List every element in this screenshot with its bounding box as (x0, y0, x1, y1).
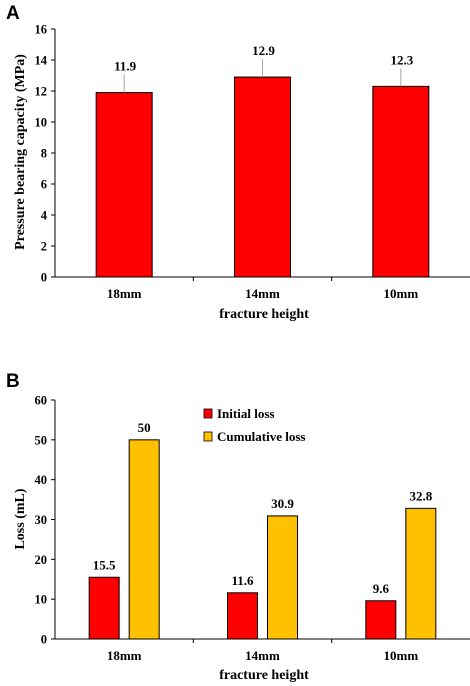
panel-b-data-labels: 15.5 50 11.6 30.9 9.6 32.8 (93, 420, 433, 596)
panel-b-bars (88, 439, 437, 640)
legend-swatch-initial (203, 408, 213, 419)
panel-b-y-tick-label: 40 (35, 473, 48, 487)
panel-b-data-label-initial: 15.5 (93, 557, 116, 572)
panel-a-label-leaders (123, 59, 402, 93)
panel-b-bar-initial (88, 576, 120, 640)
panel-b-y-tick-label: 30 (35, 513, 48, 527)
legend-swatch-cumulative (203, 431, 213, 442)
panel-a-y-tick-label: 10 (35, 116, 48, 130)
panel-a-x-ticks: 18mm 14mm 10mm (107, 277, 418, 301)
panel-a-category-label: 18mm (107, 286, 142, 301)
panel-a-y-tick-label: 4 (41, 209, 48, 223)
panel-b-x-axis-label: fracture height (219, 668, 309, 683)
panel-a-data-label: 12.3 (390, 52, 413, 67)
panel-a-data-labels: 11.9 12.9 12.3 (114, 43, 414, 74)
panel-b-bar-cumulative (267, 515, 298, 640)
panel-a-y-tick-label: 2 (41, 240, 47, 254)
panel-b-y-tick-label: 0 (41, 633, 47, 647)
panel-a-y-axis-label: Pressure bearing capacity (MPa) (13, 54, 28, 250)
panel-a-y-tick-label: 6 (41, 178, 47, 192)
panel-b-y-tick-label: 10 (35, 593, 48, 607)
panel-a-y-tick-label: 0 (41, 271, 47, 285)
panel-b-x-ticks: 18mm 14mm 10mm (107, 639, 418, 663)
panel-a-chart: A 0 2 4 6 8 10 12 14 16 11.9 12.9 12.3 18mm 14mm 10m… (6, 3, 470, 322)
panel-a-y-tick-label: 14 (35, 54, 48, 68)
panel-b-data-label-initial: 9.6 (373, 581, 390, 596)
panel-b-data-label-cumulative: 30.9 (271, 496, 294, 511)
panel-a-bar (234, 76, 291, 278)
panel-a-y-tick-label: 8 (41, 147, 47, 161)
legend-label-cumulative: Cumulative loss (217, 429, 305, 444)
panel-b-bar-initial (227, 592, 258, 640)
panel-b-data-label-initial: 11.6 (231, 573, 254, 588)
panel-b-y-tick-label: 50 (35, 433, 48, 447)
panel-a-y-ticks: 0 2 4 6 8 10 12 14 16 (35, 23, 55, 285)
panel-a-y-tick-label: 16 (35, 23, 48, 37)
panel-b-y-ticks: 0 10 20 30 40 50 60 (35, 394, 55, 647)
panel-b-bar-cumulative (405, 507, 437, 640)
panel-a-category-label: 10mm (383, 286, 418, 301)
panel-b-y-tick-label: 20 (35, 553, 48, 567)
legend-label-initial: Initial loss (217, 406, 274, 421)
panel-a-data-label: 12.9 (252, 43, 275, 58)
panel-a-category-label: 14mm (245, 286, 280, 301)
panel-a-bar (372, 85, 430, 278)
panel-a-data-label: 11.9 (114, 59, 137, 74)
panel-b-letter: B (6, 371, 20, 392)
panel-a-y-tick-label: 12 (35, 85, 48, 99)
panel-b-category-label: 14mm (245, 648, 280, 663)
panel-a-x-axis-label: fracture height (219, 307, 309, 322)
panel-a-letter: A (6, 3, 20, 24)
panel-a-bar (95, 92, 153, 278)
panel-a-bars (95, 76, 430, 278)
panel-b-bar-initial (365, 600, 397, 640)
panel-b-y-axis-label: Loss (mL) (13, 488, 28, 549)
panel-b-data-label-cumulative: 50 (138, 420, 151, 435)
panel-b-category-label: 18mm (107, 648, 142, 663)
panel-b-y-tick-label: 60 (35, 394, 48, 408)
panel-b-bar-cumulative (128, 439, 160, 640)
panel-b-category-label: 10mm (383, 648, 418, 663)
panel-b-chart: B 0 10 20 30 40 50 60 15.5 50 11.6 30.9 9.6 32.8 18… (6, 371, 470, 683)
panel-b-data-label-cumulative: 32.8 (409, 488, 432, 503)
panel-b-legend: Initial loss Cumulative loss (203, 406, 305, 444)
